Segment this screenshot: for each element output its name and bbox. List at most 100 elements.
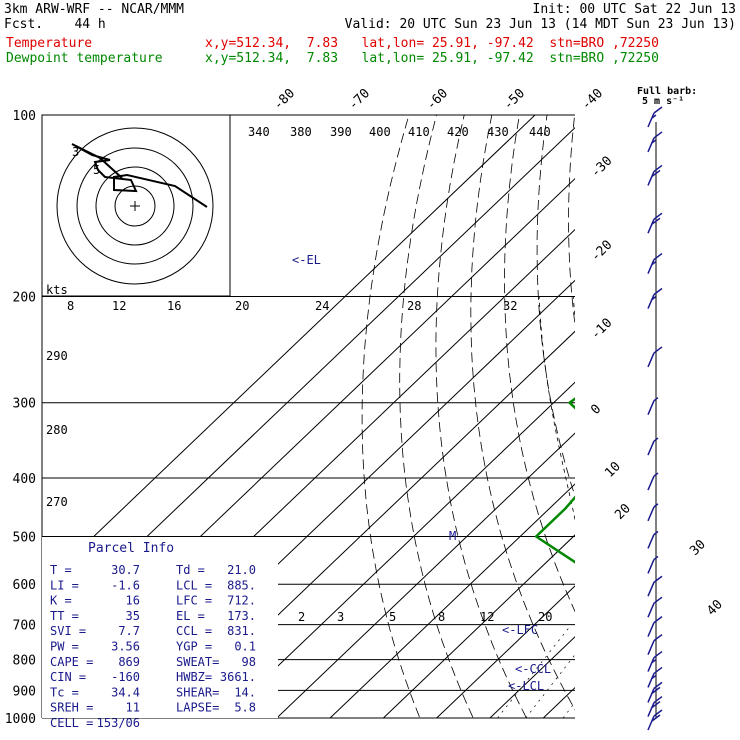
- wind-barb: [647, 287, 663, 309]
- model-title: 3km ARW-WRF -- NCAR/MMM: [4, 2, 185, 17]
- dry-adiabat: [629, 115, 740, 731]
- mixing-ratio-label: 8: [438, 610, 445, 624]
- dry-adiabat: [536, 115, 575, 498]
- wind-barb-shaft: [647, 602, 655, 618]
- parcel-info-cell: SREH =: [50, 701, 93, 715]
- wind-barb-shaft: [647, 673, 655, 688]
- wind-barb-flag: [651, 686, 661, 695]
- theta-label: 440: [529, 125, 551, 139]
- parcel-info-cell: 14.: [234, 685, 256, 699]
- parcel-info-cell: 869: [118, 655, 140, 669]
- parcel-info-cell: CIN =: [50, 670, 86, 684]
- dry-adiabat: [504, 115, 575, 613]
- wind-barb-shaft: [647, 559, 655, 574]
- parcel-info-cell: 5.8: [234, 701, 256, 715]
- wind-barb-flag: [651, 714, 661, 722]
- hodograph-ring: [114, 185, 156, 227]
- dry-adiabat: [435, 115, 527, 718]
- isotherm-line: [223, 381, 575, 718]
- pressure-tick-label: 400: [13, 472, 36, 487]
- isotherm-line: [650, 115, 740, 718]
- mixing-ratio-line: [599, 625, 669, 718]
- wind-barb-half: [651, 295, 657, 301]
- dry-adiabat: [713, 115, 740, 731]
- temperature-tick-label: -40: [579, 86, 606, 113]
- pressure-tick-label: 200: [13, 291, 36, 306]
- theta-label: 390: [330, 125, 352, 139]
- wind-barb-half: [653, 397, 659, 402]
- pressure-tick-label: 100: [13, 109, 36, 124]
- wind-barb: [647, 596, 663, 618]
- wind-barb-flag: [653, 695, 663, 704]
- wind-barb-flag: [653, 650, 663, 659]
- wind-barb-flag: [651, 217, 661, 225]
- hodograph-ring-label: 12: [112, 299, 126, 313]
- dry-adiabat: [361, 115, 421, 718]
- wind-barb-shaft: [647, 352, 655, 368]
- wind-barb: [647, 681, 663, 703]
- theta-label: 380: [290, 125, 312, 139]
- parcel-info-title: Parcel Info: [88, 541, 174, 556]
- parcel-info-cell: SVI =: [50, 624, 86, 638]
- parcel-info-cell: 35: [126, 609, 140, 623]
- wind-barb-shaft: [647, 657, 655, 672]
- wind-barb: [647, 709, 663, 731]
- wind-barb: [647, 106, 663, 128]
- wind-barb-half: [651, 260, 657, 266]
- parcel-info-cell: -1.6: [111, 578, 140, 592]
- parcel-info-cell: T =: [50, 563, 72, 577]
- wind-barb-flag: [653, 681, 663, 690]
- parcel-info-cell: CCL =: [176, 624, 212, 638]
- mixing-ratio-label: 5: [389, 610, 396, 624]
- isotherm-line: [276, 432, 575, 718]
- theta-label: 430: [487, 125, 509, 139]
- temperature-location: x,y=512.34, 7.83 lat,lon= 25.91, -97.42 …: [205, 36, 659, 51]
- wind-barb-flag: [653, 252, 663, 261]
- theta-label: 410: [408, 125, 430, 139]
- wind-barb-shaft: [647, 475, 655, 491]
- isotherm-line: [542, 687, 575, 718]
- wind-barb: [647, 472, 659, 491]
- mixing-ratio-label: 2: [298, 610, 305, 624]
- wind-barb-flag: [653, 575, 663, 583]
- lfc-marker: <-LFC: [502, 623, 538, 637]
- wind-barb-half: [653, 555, 659, 561]
- dry-adiabat: [685, 115, 740, 731]
- wind-barb-flag: [653, 596, 663, 604]
- init-time: Init: 00 UTC Sat 22 Jun 13: [532, 2, 737, 17]
- wind-barb-shaft: [647, 400, 655, 415]
- parcel-info-cell: 98: [242, 655, 256, 669]
- parcel-info-cell: -160: [111, 670, 140, 684]
- parcel-info-cell: 885.: [227, 578, 256, 592]
- wind-barb-flag: [653, 346, 663, 354]
- parcel-info-cell: Td =: [176, 563, 205, 577]
- wind-barb-half: [651, 674, 657, 680]
- temperature-tick-label: -60: [424, 86, 451, 113]
- temperature-tick-label: 10: [602, 459, 624, 481]
- wind-barb-flag: [653, 615, 663, 624]
- parcel-info-cell: PW =: [50, 640, 79, 654]
- moist-adiabat: [714, 297, 740, 719]
- wind-barb-shaft: [647, 702, 655, 717]
- wind-barb-shaft: [647, 259, 655, 274]
- theta-e-label: 270: [46, 495, 68, 509]
- wind-barb-flag: [653, 212, 663, 220]
- pressure-tick-label: 700: [13, 619, 36, 634]
- wind-barb-shaft: [647, 581, 655, 597]
- wind-barb-shaft: [647, 112, 655, 128]
- pressure-tick-label: 500: [13, 530, 36, 545]
- wind-barb-flag: [651, 700, 661, 709]
- wind-barb-shaft: [647, 218, 655, 234]
- parcel-info-cell: CAPE =: [50, 655, 93, 669]
- wind-barb-half: [651, 114, 657, 119]
- hodograph-ring: [76, 147, 194, 265]
- wind-barb-flag: [653, 287, 663, 296]
- temperature-tick-label: -20: [588, 238, 615, 265]
- wind-barb-shaft: [647, 137, 655, 153]
- fcst-hours: 44 h: [74, 17, 106, 32]
- wind-barb: [647, 212, 663, 234]
- hodograph-ring-label: 16: [167, 299, 181, 313]
- wind-barb: [647, 634, 663, 655]
- parcel-info-cell: 34.4: [111, 685, 140, 699]
- temperature-tick-label: -50: [501, 86, 528, 113]
